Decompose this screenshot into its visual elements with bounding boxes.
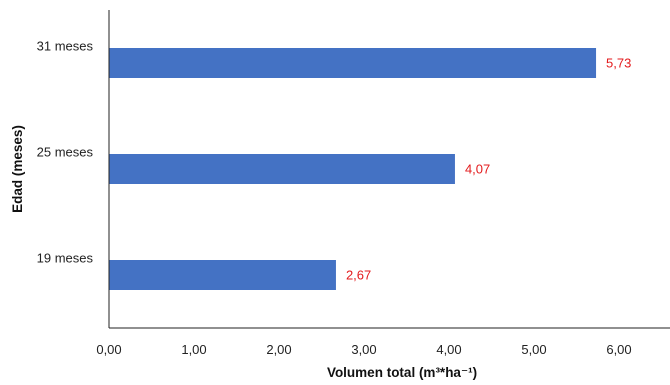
data-label: 2,67 — [346, 268, 371, 283]
y-category-labels: 19 meses 25 meses 31 meses — [37, 39, 94, 266]
x-tick-label: 4,00 — [436, 342, 461, 357]
x-tick-label: 2,00 — [266, 342, 291, 357]
x-axis-title: Volumen total (m³*ha⁻¹) — [327, 365, 477, 380]
category-label: 31 meses — [37, 39, 94, 54]
x-tick-label: 3,00 — [351, 342, 376, 357]
x-tick-label: 5,00 — [521, 342, 546, 357]
bar-25-meses — [109, 154, 455, 184]
category-label: 19 meses — [37, 251, 94, 266]
data-label: 4,07 — [465, 162, 490, 177]
x-tick-label: 1,00 — [181, 342, 206, 357]
category-label: 25 meses — [37, 145, 94, 160]
x-tick-labels: 0,00 1,00 2,00 3,00 4,00 5,00 6,00 — [96, 342, 631, 357]
data-labels-group: 2,67 4,07 5,73 — [346, 56, 631, 283]
bars-group — [109, 48, 597, 290]
y-axis-title: Edad (meses) — [10, 125, 25, 213]
x-tick-label: 0,00 — [96, 342, 121, 357]
bar-19-meses — [109, 260, 336, 290]
data-label: 5,73 — [606, 56, 631, 71]
x-tick-label: 6,00 — [606, 342, 631, 357]
bar-31-meses — [109, 48, 597, 78]
